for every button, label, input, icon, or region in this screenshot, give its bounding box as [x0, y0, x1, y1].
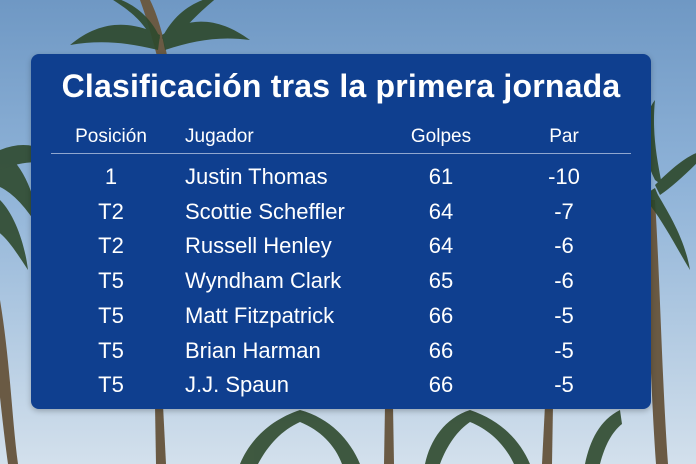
row-player: Russell Henley — [185, 233, 332, 258]
row-strokes: 64 — [428, 233, 454, 258]
table-row: T5 Wyndham Clark 65 -6 — [31, 264, 651, 298]
row-position: T5 — [98, 268, 124, 293]
table-row: T5 J.J. Spaun 66 -5 — [31, 368, 651, 402]
header-divider — [51, 153, 631, 154]
row-par: -5 — [554, 372, 574, 397]
row-strokes: 66 — [428, 338, 454, 363]
row-par: -6 — [554, 268, 574, 293]
table-row: T2 Scottie Scheffler 64 -7 — [31, 195, 651, 229]
row-player: Justin Thomas — [185, 164, 328, 189]
palm-trunk-bottom-mid — [384, 405, 394, 464]
row-par: -10 — [548, 164, 580, 189]
table-row: 1 Justin Thomas 61 -10 — [31, 160, 651, 194]
row-player: J.J. Spaun — [185, 372, 289, 397]
column-header-position: Posición — [75, 126, 147, 147]
palm-fronds-bottom — [240, 410, 622, 464]
table-row: T5 Brian Harman 66 -5 — [31, 334, 651, 368]
row-player: Brian Harman — [185, 338, 321, 363]
row-par: -7 — [554, 199, 574, 224]
row-position: T5 — [98, 372, 124, 397]
row-position: T5 — [98, 338, 124, 363]
column-header-player: Jugador — [185, 126, 254, 147]
row-player: Matt Fitzpatrick — [185, 303, 335, 328]
row-position: T2 — [98, 199, 124, 224]
row-player: Wyndham Clark — [185, 268, 342, 293]
palm-trunk-left — [0, 300, 18, 464]
row-position: T2 — [98, 233, 124, 258]
row-player: Scottie Scheffler — [185, 199, 345, 224]
leaderboard-panel: Clasificación tras la primera jornada Po… — [31, 54, 651, 409]
palm-trunk-bottom-right — [542, 405, 553, 464]
leaderboard-title: Clasificación tras la primera jornada — [61, 68, 621, 104]
row-strokes: 66 — [428, 372, 454, 397]
palm-trunk-bottom-left — [155, 405, 166, 464]
row-strokes: 61 — [428, 164, 454, 189]
row-position: T5 — [98, 303, 124, 328]
column-header-par: Par — [549, 126, 579, 147]
row-strokes: 65 — [428, 268, 454, 293]
column-header-strokes: Golpes — [410, 126, 472, 147]
table-row: T5 Matt Fitzpatrick 66 -5 — [31, 299, 651, 333]
row-strokes: 64 — [428, 199, 454, 224]
row-strokes: 66 — [428, 303, 454, 328]
table-row: T2 Russell Henley 64 -6 — [31, 229, 651, 263]
row-par: -6 — [554, 233, 574, 258]
row-position: 1 — [104, 164, 118, 189]
palm-fronds-top — [70, 0, 250, 50]
row-par: -5 — [554, 303, 574, 328]
row-par: -5 — [554, 338, 574, 363]
